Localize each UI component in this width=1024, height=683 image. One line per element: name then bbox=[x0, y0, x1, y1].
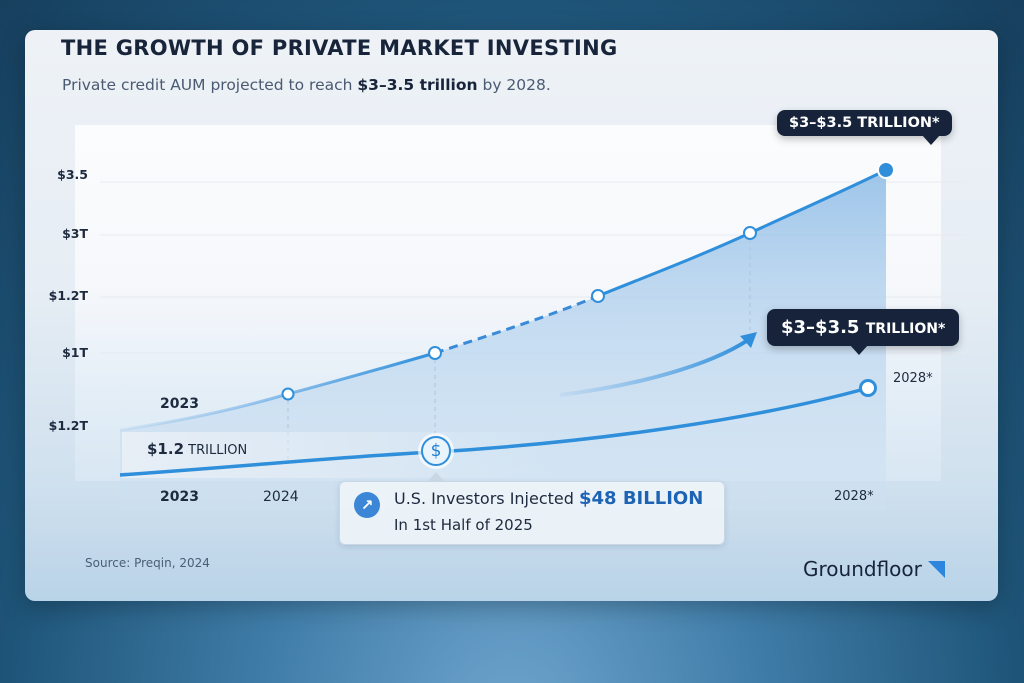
investment-callout: ↗ U.S. Investors Injected $48 BILLION In… bbox=[339, 472, 725, 545]
source-note: Source: Preqin, 2024 bbox=[85, 556, 210, 570]
page-subtitle: Private credit AUM projected to reach $3… bbox=[62, 76, 551, 94]
band-value: $1.2 bbox=[147, 440, 185, 458]
growth-arrowhead bbox=[740, 332, 757, 348]
mid-tooltip: $3–$3.5 TRILLION* bbox=[767, 309, 960, 355]
x-label-2024: 2024 bbox=[263, 489, 299, 505]
brand-logo: Groundfloor bbox=[803, 557, 922, 581]
arrow-up-right-icon: ↗ bbox=[354, 492, 380, 518]
mid-tooltip-main: $3–$3.5 bbox=[781, 317, 866, 338]
y-tick: $1.2T bbox=[48, 418, 88, 433]
callout-line-2: In 1st Half of 2025 bbox=[394, 516, 533, 534]
top-tooltip: $3–$3.5 TRILLION* bbox=[777, 110, 952, 145]
y-tick: $1T bbox=[62, 345, 88, 360]
callout-text: U.S. Investors Injected bbox=[394, 489, 579, 508]
upper-start-year: 2023 bbox=[160, 396, 199, 412]
page-title: THE GROWTH OF PRIVATE MARKET INVESTING bbox=[61, 36, 618, 60]
y-tick: $3.5 bbox=[57, 167, 88, 182]
subtitle-suffix: by 2028. bbox=[477, 76, 551, 94]
upper-line-dashed bbox=[434, 294, 599, 355]
growth-arrow bbox=[559, 338, 750, 397]
band-label: $1.2 TRILLION bbox=[147, 440, 247, 458]
callout-line-1: U.S. Investors Injected $48 BILLION bbox=[394, 488, 703, 509]
callout-highlight: $48 BILLION bbox=[579, 488, 704, 509]
dollar-icon: $ bbox=[421, 436, 451, 466]
upper-end-marker bbox=[877, 161, 895, 179]
subtitle-bold: $3–3.5 trillion bbox=[357, 76, 478, 94]
x-label-2023: 2023 bbox=[160, 489, 199, 505]
band-unit: TRILLION bbox=[184, 443, 248, 458]
x-label-2028: 2028* bbox=[834, 489, 874, 504]
y-tick: $3T bbox=[62, 226, 88, 241]
subtitle-prefix: Private credit AUM projected to reach bbox=[62, 76, 358, 94]
lower-end-marker bbox=[859, 379, 877, 397]
y-tick: $1.2T bbox=[48, 288, 88, 303]
mid-tooltip-small: TRILLION* bbox=[865, 321, 946, 337]
logo-triangle-icon bbox=[928, 561, 945, 578]
upper-end-year: 2028* bbox=[893, 371, 933, 386]
upper-markers bbox=[281, 226, 757, 401]
